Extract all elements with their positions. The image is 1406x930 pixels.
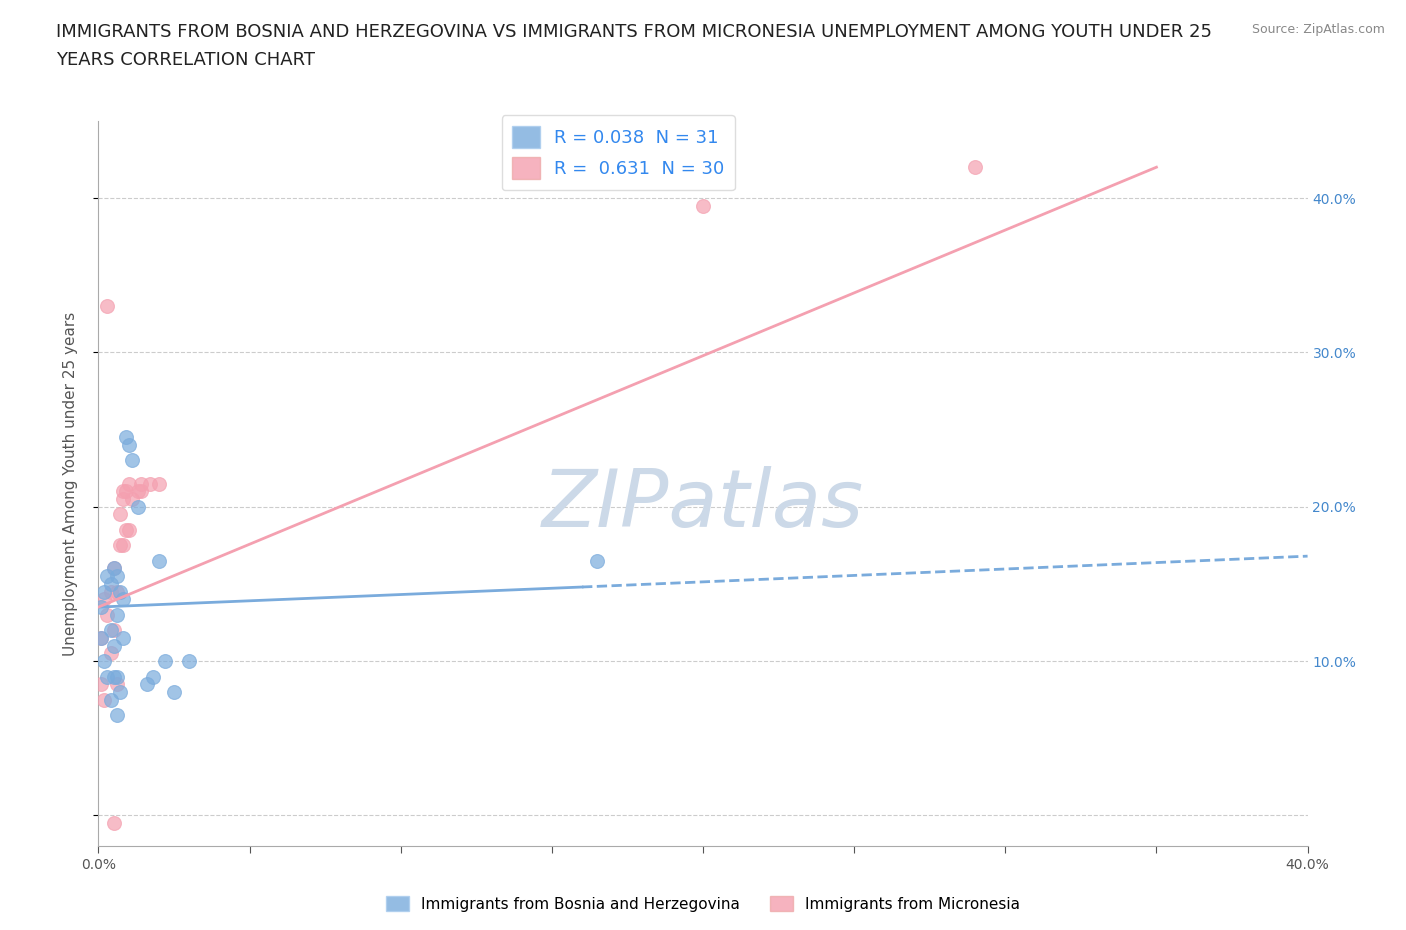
Point [135, 677, 157, 692]
Point [96, 607, 118, 622]
Point [103, 816, 125, 830]
Point [108, 538, 131, 552]
Point [100, 646, 122, 661]
Point [118, 476, 141, 491]
Point [90, 600, 112, 615]
Point [118, 438, 141, 453]
Point [90, 677, 112, 692]
Point [114, 430, 136, 445]
Point [111, 538, 134, 552]
Point [108, 684, 131, 699]
Point [103, 669, 125, 684]
Point [105, 607, 128, 622]
Point [111, 492, 134, 507]
Point [103, 561, 125, 576]
Point [148, 553, 170, 568]
Point [121, 453, 143, 468]
Point [96, 299, 118, 313]
Legend: Immigrants from Bosnia and Herzegovina, Immigrants from Micronesia: Immigrants from Bosnia and Herzegovina, … [380, 889, 1026, 918]
Point [114, 523, 136, 538]
Point [103, 638, 125, 653]
Point [139, 476, 162, 491]
Point [111, 484, 134, 498]
Point [103, 623, 125, 638]
Point [105, 708, 128, 723]
Point [93, 591, 115, 606]
Point [111, 631, 134, 645]
Point [103, 561, 125, 576]
Point [93, 584, 115, 599]
Point [163, 684, 186, 699]
Legend: R = 0.038  N = 31, R =  0.631  N = 30: R = 0.038 N = 31, R = 0.631 N = 30 [502, 115, 735, 190]
Point [105, 677, 128, 692]
Point [148, 476, 170, 491]
Point [93, 692, 115, 707]
Point [965, 160, 987, 175]
Point [100, 623, 122, 638]
Point [127, 484, 149, 498]
Point [111, 591, 134, 606]
Point [121, 492, 143, 507]
Point [105, 584, 128, 599]
Point [114, 484, 136, 498]
Point [105, 669, 128, 684]
Point [108, 507, 131, 522]
Point [692, 198, 714, 213]
Point [93, 654, 115, 669]
Point [118, 523, 141, 538]
Point [96, 669, 118, 684]
Point [142, 669, 165, 684]
Text: IMMIGRANTS FROM BOSNIA AND HERZEGOVINA VS IMMIGRANTS FROM MICRONESIA UNEMPLOYMEN: IMMIGRANTS FROM BOSNIA AND HERZEGOVINA V… [56, 23, 1212, 41]
Point [100, 692, 122, 707]
Point [100, 584, 122, 599]
Point [129, 484, 152, 498]
Point [108, 584, 131, 599]
Point [100, 577, 122, 591]
Y-axis label: Unemployment Among Youth under 25 years: Unemployment Among Youth under 25 years [63, 312, 77, 656]
Point [179, 654, 201, 669]
Point [127, 499, 149, 514]
Point [153, 654, 176, 669]
Text: ZIPatlas: ZIPatlas [541, 466, 865, 544]
Point [96, 569, 118, 584]
Point [90, 631, 112, 645]
Text: YEARS CORRELATION CHART: YEARS CORRELATION CHART [56, 51, 315, 69]
Point [586, 553, 609, 568]
Point [129, 476, 152, 491]
Point [90, 631, 112, 645]
Point [105, 569, 128, 584]
Text: Source: ZipAtlas.com: Source: ZipAtlas.com [1251, 23, 1385, 36]
